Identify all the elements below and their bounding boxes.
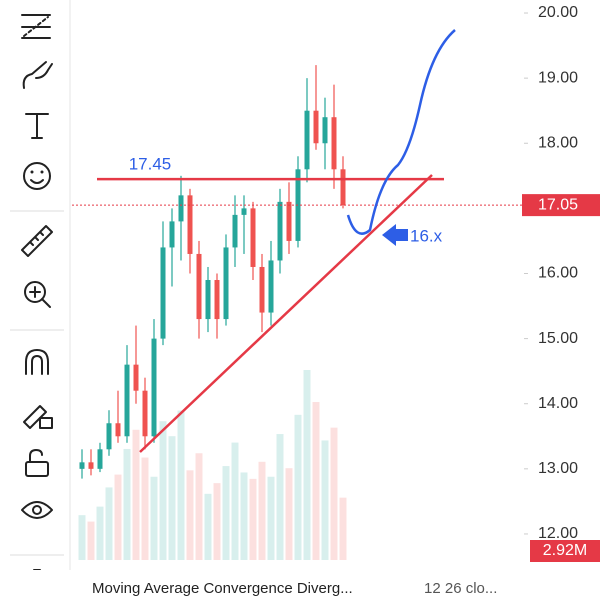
candle-body — [169, 221, 175, 248]
candle-body — [259, 266, 265, 313]
volume-bar — [186, 470, 194, 560]
y-tick-label: 18.00 — [538, 134, 578, 151]
zoom-tool[interactable] — [24, 281, 51, 308]
candle-body — [115, 423, 121, 437]
chart-area: 12.0013.0014.0015.0016.0017.0018.0019.00… — [72, 4, 600, 562]
candle-body — [124, 364, 130, 437]
candle-body — [250, 208, 256, 267]
y-tick-label: 14.00 — [538, 395, 578, 412]
volume-bar — [105, 487, 113, 560]
candle-body — [241, 208, 247, 215]
volume-bar — [294, 414, 302, 560]
y-tick-label: 15.00 — [538, 330, 578, 347]
candle-body — [205, 280, 211, 320]
candle-body — [133, 364, 139, 391]
candle-body — [277, 201, 283, 261]
last-price-label: 17.05 — [538, 196, 578, 213]
candle-body — [142, 390, 148, 437]
indicator-name[interactable]: Moving Average Convergence Diverg... — [92, 580, 353, 597]
volume-bar — [312, 402, 320, 560]
candle-body — [79, 462, 85, 469]
volume-bar — [87, 521, 95, 560]
candle-body — [151, 338, 157, 437]
candle-body — [214, 280, 220, 320]
candle-body — [106, 423, 112, 450]
volume-bar — [213, 483, 221, 560]
volume-bar — [222, 466, 230, 560]
candle-body — [88, 462, 94, 469]
trend-line — [139, 174, 433, 453]
resistance-label: 17.45 — [129, 155, 172, 174]
volume-bar — [195, 453, 203, 560]
candle-body — [232, 214, 238, 248]
emoji-tool[interactable] — [23, 162, 51, 190]
volume-bar — [240, 472, 248, 560]
volume-box — [530, 540, 600, 562]
volume-bar — [258, 461, 266, 560]
candle-body — [196, 253, 202, 320]
drawings — [139, 29, 456, 453]
candle-body — [304, 110, 310, 170]
candle-body — [322, 117, 328, 144]
magnet-tool[interactable] — [25, 349, 49, 375]
y-tick-label: 16.00 — [538, 265, 578, 282]
y-tick-label: 20.00 — [538, 4, 578, 21]
volume-bar — [78, 515, 86, 560]
indicator-params: 12 26 clo... — [424, 580, 497, 597]
volume-bar — [321, 440, 329, 560]
visibility-tool[interactable] — [21, 501, 53, 519]
volume-bar — [339, 497, 347, 560]
volume-bar — [276, 434, 284, 560]
lock-draw-tool[interactable] — [23, 405, 53, 429]
candle-body — [340, 169, 346, 206]
volume-bar — [231, 442, 239, 560]
volume-bar — [168, 436, 176, 560]
candle-body — [286, 201, 292, 241]
brush-tool[interactable] — [22, 61, 53, 89]
candle-body — [223, 247, 229, 320]
volume-bar — [159, 421, 167, 560]
volume-label: 2.92M — [543, 542, 587, 559]
candle-body — [268, 260, 274, 313]
volume-bar — [150, 476, 158, 560]
y-tick-label: 12.00 — [538, 525, 578, 542]
volume-bar — [303, 370, 311, 560]
toolbar — [10, 14, 64, 595]
candle-body — [97, 449, 103, 469]
volume-bar — [177, 410, 185, 560]
candle-body — [178, 195, 184, 222]
volume-bar — [330, 427, 338, 560]
candle-body — [187, 195, 193, 254]
volume-bar — [141, 457, 149, 560]
volume-bar — [267, 476, 275, 560]
indicator-bar — [0, 570, 600, 600]
lock-tool[interactable] — [25, 449, 49, 477]
y-tick-label: 13.00 — [538, 460, 578, 477]
candle-body — [160, 247, 166, 339]
arrow — [382, 224, 408, 246]
candle-body — [313, 110, 319, 144]
text-tool[interactable] — [25, 113, 49, 139]
volume-bar — [132, 429, 140, 560]
y-tick-label: 19.00 — [538, 69, 578, 86]
trend-tool[interactable] — [21, 14, 51, 39]
volume-bar — [114, 474, 122, 560]
ruler-tool[interactable] — [21, 225, 53, 257]
volume-bar — [123, 448, 131, 560]
volume-bar — [249, 478, 257, 560]
projection-curve — [346, 29, 456, 235]
target-label: 16.x — [410, 226, 443, 245]
last-price-box — [522, 194, 600, 217]
volume-bar — [96, 506, 104, 560]
volume-bar — [204, 493, 212, 560]
volume-bar — [285, 468, 293, 560]
candle-body — [331, 117, 337, 170]
